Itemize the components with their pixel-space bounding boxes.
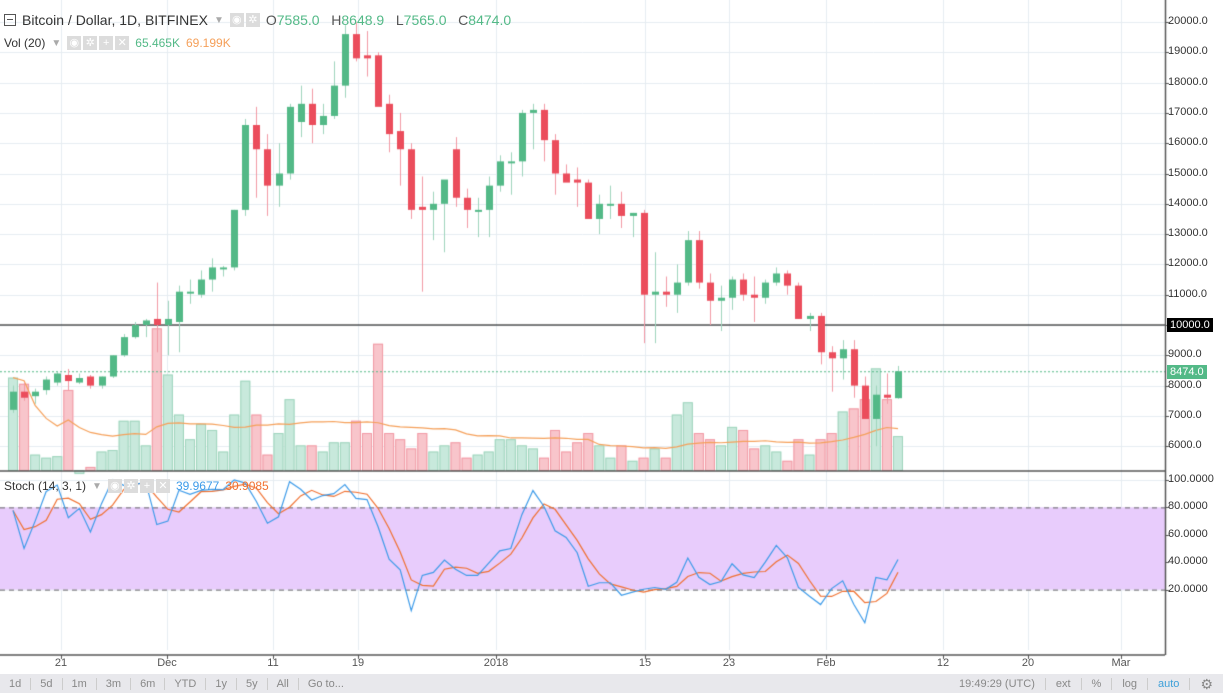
log-toggle[interactable]: log: [1111, 677, 1147, 690]
ohlc-values: O7585.0 H8648.9 L7565.0 C8474.0: [266, 12, 511, 28]
timeframe-button[interactable]: 5y: [237, 677, 268, 690]
high-label: H: [331, 12, 342, 28]
date-tick-label: 11: [267, 657, 279, 669]
eye-icon[interactable]: ◉: [67, 36, 82, 50]
eye-icon[interactable]: ◉: [107, 479, 122, 493]
timeframe-button[interactable]: All: [268, 677, 299, 690]
percent-toggle[interactable]: %: [1080, 677, 1112, 690]
volume-label[interactable]: Vol (20): [4, 36, 46, 50]
date-tick-label: Mar: [1111, 657, 1131, 669]
date-tick-label: 15: [638, 657, 652, 669]
timeframe-button[interactable]: 1y: [206, 677, 237, 690]
stoch-tick-label: 60.0000: [1168, 527, 1208, 540]
price-tick-label: 8000.0: [1168, 378, 1202, 391]
volume-legend: Vol (20) ▼ ◉ ✲ + ✕ 65.465K 69.199K: [4, 36, 231, 50]
timeframe-button[interactable]: YTD: [165, 677, 207, 690]
date-tick-label: 20: [1021, 657, 1035, 669]
price-tick-label: 19000.0: [1168, 45, 1208, 58]
symbol-legend: Bitcoin / Dollar, 1D, BITFINEX ▼ ◉ ✲ O758…: [4, 12, 511, 28]
chevron-down-icon[interactable]: ▼: [92, 480, 102, 492]
date-tick-label: 21: [54, 657, 68, 669]
stoch-k-value: 39.9677: [175, 479, 220, 493]
stoch-tick-label: 40.0000: [1168, 555, 1208, 568]
high-value: 8648.9: [341, 12, 385, 28]
chart-options: 19:49:29 (UTC) ext % log auto ⚙: [949, 677, 1223, 691]
price-tick-label: 14000.0: [1168, 196, 1208, 209]
timeframe-button[interactable]: Go to...: [307, 677, 344, 690]
timeframe-button[interactable]: 6m: [131, 677, 166, 690]
settings-gear-icon[interactable]: ⚙: [1189, 677, 1223, 691]
stoch-tick-label: 100.0000: [1168, 473, 1214, 485]
plus-icon[interactable]: +: [99, 36, 114, 50]
low-label: L: [395, 12, 404, 28]
stoch-legend: Stoch (14, 3, 1) ▼ ◉ ✲ + ✕ 39.9677 30.9085: [4, 479, 269, 493]
plus-icon[interactable]: +: [139, 479, 154, 493]
price-tick-label: 20000.0: [1168, 15, 1208, 27]
price-tick-label: 15000.0: [1168, 166, 1208, 179]
close-icon[interactable]: ✕: [115, 36, 130, 50]
bottom-toolbar: 1d 5d 1m 3m 6m YTD 1y 5y All Go to... 19:49:29 (U…: [0, 674, 1223, 693]
date-tick-label: 12: [936, 657, 950, 669]
timeframe-button[interactable]: 3m: [97, 677, 132, 690]
gear-icon[interactable]: ✲: [123, 479, 138, 493]
stoch-d-value: 30.9085: [225, 479, 269, 493]
chevron-down-icon[interactable]: ▼: [213, 14, 224, 26]
close-value: 8474.0: [468, 12, 512, 28]
date-tick-label: 2018: [483, 657, 509, 669]
price-tick-label: 11000.0: [1168, 287, 1207, 300]
stoch-tick-label: 80.0000: [1168, 500, 1208, 513]
price-tick-label: 6000.0: [1168, 439, 1202, 452]
date-tick-label: 19: [351, 657, 365, 669]
price-tick-label: 17000.0: [1168, 105, 1208, 118]
chevron-down-icon[interactable]: ▼: [51, 37, 62, 49]
gear-icon[interactable]: ✲: [83, 36, 98, 50]
price-tick-label: 7000.0: [1168, 408, 1202, 421]
symbol-title[interactable]: Bitcoin / Dollar, 1D, BITFINEX: [22, 12, 208, 28]
timeframe-button[interactable]: 1m: [63, 677, 97, 690]
hline-price-badge: 10000.0: [1167, 318, 1213, 332]
date-tick-label: 23: [722, 657, 736, 669]
close-label: C: [458, 12, 469, 28]
date-tick-label: Dec: [157, 657, 177, 669]
price-tick-label: 12000.0: [1168, 257, 1208, 270]
stoch-label[interactable]: Stoch (14, 3, 1): [4, 479, 87, 493]
ext-toggle[interactable]: ext: [1044, 677, 1081, 690]
timeframe-list: 1d 5d 1m 3m 6m YTD 1y 5y All Go to...: [0, 677, 353, 690]
price-tick-label: 16000.0: [1168, 136, 1208, 149]
price-tick-label: 9000.0: [1168, 348, 1202, 361]
date-tick-label: Feb: [816, 657, 836, 669]
volume-value: 65.465K: [135, 36, 180, 50]
timeframe-button[interactable]: 1d: [0, 677, 32, 690]
gear-icon[interactable]: ✲: [245, 13, 260, 27]
volume-ma-value: 69.199K: [185, 36, 231, 50]
close-icon[interactable]: ✕: [155, 479, 170, 493]
low-value: 7565.0: [403, 12, 447, 28]
price-tick-label: 13000.0: [1168, 227, 1208, 240]
clock: 19:49:29 (UTC): [959, 677, 1035, 690]
stoch-tick-label: 20.0000: [1168, 582, 1208, 595]
last-price-badge: 8474.0: [1167, 365, 1207, 379]
eye-icon[interactable]: ◉: [229, 13, 244, 27]
collapse-icon[interactable]: [4, 14, 16, 26]
timeframe-button[interactable]: 5d: [31, 677, 63, 690]
open-value: 7585.0: [276, 12, 320, 28]
auto-toggle[interactable]: auto: [1147, 677, 1189, 690]
open-label: O: [265, 12, 277, 28]
price-tick-label: 18000.0: [1168, 75, 1208, 88]
